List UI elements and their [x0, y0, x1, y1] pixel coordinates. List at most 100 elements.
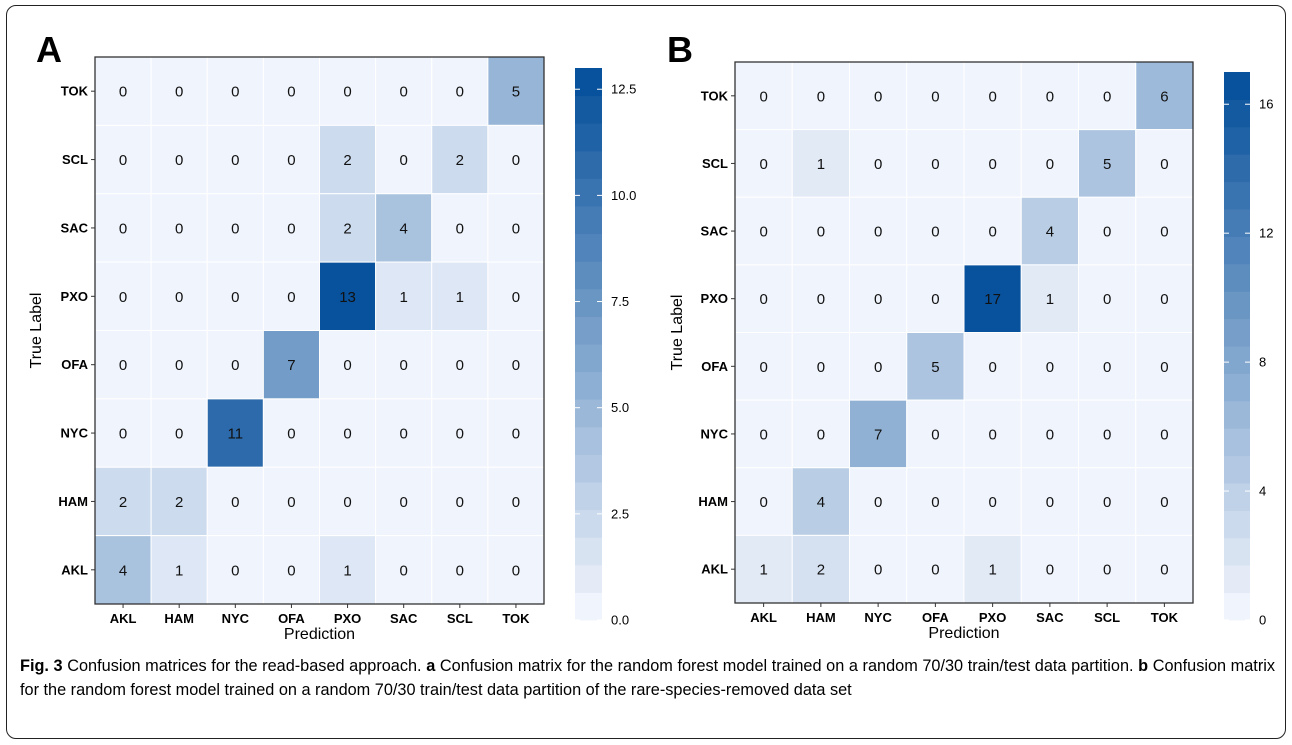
- panel-a-cell-value: 1: [343, 562, 351, 579]
- panel-b-cell: [906, 264, 965, 333]
- panel-a-cell-value: 0: [512, 426, 520, 443]
- panel-a-cell-value: 0: [400, 494, 408, 511]
- panel-b-legend-swatch: [1224, 346, 1250, 374]
- panel-b-legend-swatch: [1224, 400, 1250, 429]
- panel-b-cell: [849, 332, 908, 401]
- panel-a-cell: [431, 330, 489, 400]
- caption-part-b-label: b: [1138, 657, 1149, 675]
- panel-a-cell-value: 0: [287, 494, 295, 511]
- panel-a-legend-swatch: [575, 150, 602, 179]
- panel-b-cell-value: 0: [988, 88, 996, 105]
- panel-a-cell-value: 0: [456, 84, 464, 101]
- panel-a-cell-value: 0: [175, 357, 183, 374]
- panel-b-cell-value: 0: [931, 562, 939, 579]
- panel-b-legend-swatch: [1224, 209, 1250, 237]
- panel-b-cell-value: 0: [817, 426, 825, 443]
- panel-a-cell: [206, 193, 264, 263]
- panel-b-cell-value: 0: [988, 426, 996, 443]
- panel-a-cell: [375, 398, 433, 468]
- panel-a-cell-value: 11: [228, 426, 244, 443]
- panel-a-label: A: [36, 29, 62, 70]
- panel-a-legend-swatch: [575, 344, 602, 373]
- panel-a-y-tick-label: OFA: [61, 357, 88, 372]
- panel-a-cell: [487, 193, 545, 263]
- panel-a-cell: [375, 330, 433, 400]
- panel-a-legend-swatch: [575, 316, 602, 345]
- panel-a-cell: [375, 193, 433, 263]
- panel-b-cell: [849, 534, 908, 604]
- panel-a-legend-swatch: [575, 178, 602, 207]
- panel-a-x-tick-label: NYC: [222, 611, 250, 626]
- panel-b-cell-value: 0: [1160, 494, 1168, 511]
- panel-b-cell-value: 0: [817, 224, 825, 241]
- caption-part-b-text: Confusion matrix for the random forest m…: [20, 657, 1275, 699]
- panel-a-cell-value: 0: [400, 426, 408, 443]
- panel-a-cell-value: 0: [175, 289, 183, 306]
- panel-a-cell: [94, 124, 152, 195]
- panel-b-cell-value: 0: [1103, 426, 1111, 443]
- panel-b-cell: [1078, 196, 1137, 266]
- panel-a-cell: [487, 124, 545, 195]
- panel-a-cell-value: 0: [512, 357, 520, 374]
- panel-b-cell-value: 0: [874, 156, 882, 173]
- panel-b-legend-swatch: [1224, 428, 1250, 457]
- panel-a-cell-value: 0: [456, 220, 464, 237]
- panel-a-legend-tick-label: 10.0: [611, 188, 636, 203]
- panel-b-cell-value: 6: [1160, 88, 1168, 105]
- panel-a-cell-value: 4: [400, 220, 408, 237]
- panel-b-legend-swatch: [1224, 99, 1250, 128]
- panel-a-cell: [431, 398, 489, 468]
- panel-b-cell: [734, 467, 793, 536]
- panel-b-cell: [906, 61, 965, 131]
- panel-b-legend-swatch: [1224, 318, 1250, 347]
- panel-b-cell-value: 0: [1046, 562, 1054, 579]
- panel-a-cell-value: 0: [456, 494, 464, 511]
- panel-b-legend-swatch: [1224, 483, 1250, 511]
- panel-a-cell-value: 0: [231, 357, 239, 374]
- panel-a-cell-value: 0: [456, 426, 464, 443]
- panel-a-y-tick-label: SAC: [61, 220, 89, 235]
- panel-b-cell-value: 0: [988, 359, 996, 376]
- panel-b-y-axis-title: True Label: [669, 295, 686, 371]
- panel-a-legend-swatch: [575, 592, 602, 621]
- panel-b-cell: [963, 61, 1022, 131]
- panel-a-cell-value: 0: [400, 357, 408, 374]
- panel-b-legend-tick-label: 4: [1259, 484, 1266, 499]
- panel-a-cell-value: 0: [119, 426, 127, 443]
- panel-a-x-tick-label: AKL: [110, 611, 137, 626]
- panel-a-cell-value: 1: [175, 562, 183, 579]
- panel-a-cell-value: 0: [400, 562, 408, 579]
- panel-b-cell-value: 0: [1103, 291, 1111, 308]
- panel-a-legend-tick-label: 12.5: [611, 82, 636, 97]
- panel-b-cell-value: 5: [931, 359, 939, 376]
- panel-a-cell-value: 0: [287, 289, 295, 306]
- panel-a-cell-value: 0: [456, 357, 464, 374]
- panel-a-x-tick-label: SCL: [447, 611, 473, 626]
- panel-a-cell-value: 0: [175, 426, 183, 443]
- panel-a-cell-value: 0: [512, 562, 520, 579]
- panel-a-x-tick-label: PXO: [334, 611, 361, 626]
- panel-b-legend-swatch: [1224, 263, 1250, 292]
- panel-b-legend-tick-label: 0: [1259, 613, 1266, 628]
- panel-a-cell-value: 0: [512, 494, 520, 511]
- panel-b-cell: [849, 264, 908, 333]
- panel-b-y-tick-label: TOK: [701, 88, 729, 103]
- panel-a-cell-value: 7: [287, 357, 295, 374]
- panel-a-cell-value: 0: [512, 220, 520, 237]
- panel-b-legend-swatch: [1224, 154, 1250, 183]
- panel-b-cell: [1020, 534, 1079, 604]
- panel-b-cell-value: 0: [1160, 156, 1168, 173]
- panel-b-cell: [1078, 332, 1137, 401]
- panel-a-legend-swatch: [575, 564, 602, 593]
- panel-b-x-tick-label: OFA: [922, 610, 949, 625]
- panel-a-legend-swatch: [575, 537, 602, 566]
- panel-b-cell: [849, 61, 908, 131]
- panel-b-cell-value: 0: [1103, 224, 1111, 241]
- panel-b-cell: [791, 129, 850, 198]
- panel-b-cell: [734, 61, 793, 131]
- panel-a-legend-tick-label: 0.0: [611, 613, 629, 628]
- panel-b-cell-value: 1: [988, 562, 996, 579]
- panel-b-cell-value: 1: [1046, 291, 1054, 308]
- panel-b-legend-swatch: [1224, 537, 1250, 566]
- panel-a-y-tick-label: SCL: [62, 152, 88, 167]
